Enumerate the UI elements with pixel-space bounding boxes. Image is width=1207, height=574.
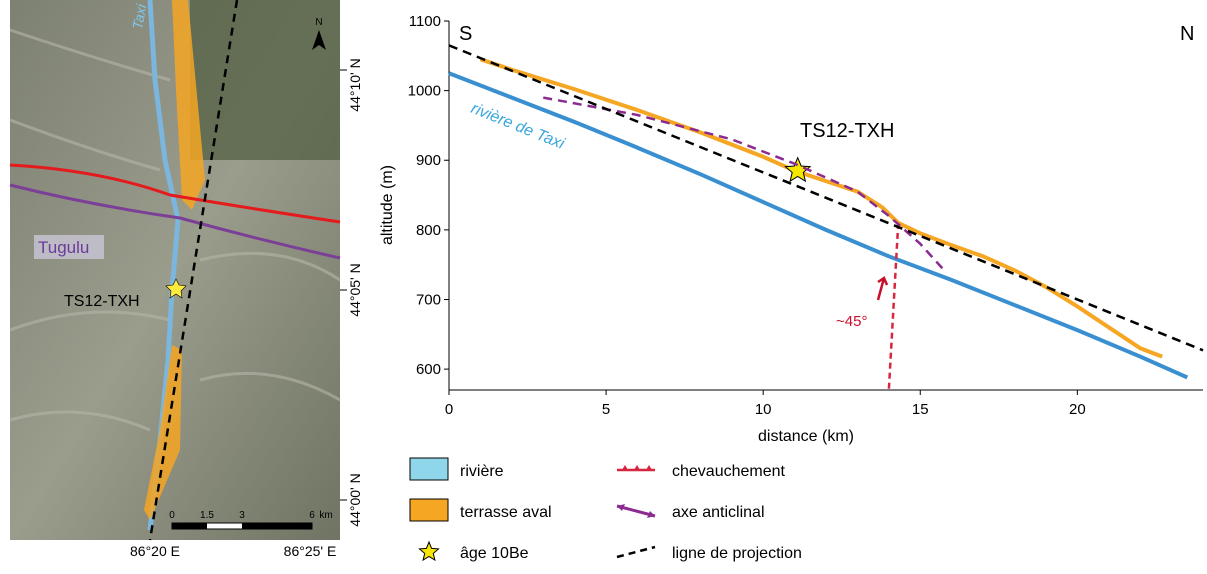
annotation: S xyxy=(459,23,472,45)
legend-label: chevauchement xyxy=(672,463,786,480)
legend-swatch xyxy=(634,465,640,470)
legend-swatch xyxy=(647,511,655,518)
lon-label: 86°20 E xyxy=(130,543,180,559)
legend-swatch xyxy=(418,540,440,562)
fold-label: Tugulu xyxy=(38,238,89,257)
series-line xyxy=(448,44,1204,352)
series-line xyxy=(479,57,1163,359)
series-line xyxy=(448,71,1189,380)
y-tick-label: 600 xyxy=(416,361,441,378)
star-marker xyxy=(784,156,812,183)
legend-label: axe anticlinal xyxy=(672,504,765,521)
scale-label: 6 xyxy=(309,510,315,521)
scale-bar-seg xyxy=(172,523,207,529)
fold-label-bg xyxy=(34,235,104,259)
lon-label: 86°25' E xyxy=(284,543,337,559)
y-tick-label: 1000 xyxy=(408,83,441,100)
fields xyxy=(190,0,340,160)
x-axis-label: distance (km) xyxy=(758,428,854,445)
lat-label: 44°05' N xyxy=(347,263,363,316)
scale-label: km xyxy=(319,510,332,521)
x-tick-label: 10 xyxy=(755,401,772,418)
scale-label: 0 xyxy=(169,510,175,521)
y-tick-label: 700 xyxy=(416,291,441,308)
legend-swatch xyxy=(616,545,656,559)
x-tick-label: 15 xyxy=(912,401,929,418)
annotation: ~45° xyxy=(836,313,867,330)
slip-arrow xyxy=(876,276,889,301)
series-line xyxy=(887,222,900,391)
scale-labels: 0 1.5 3 6 km xyxy=(169,510,332,521)
series-line xyxy=(543,96,947,273)
map-coords: 44°10' N 44°05' N 44°00' N 86°20 E 86°25' E xyxy=(130,58,363,559)
y-tick-label: 1100 xyxy=(409,13,441,30)
legend-label: âge 10Be xyxy=(460,545,529,562)
x-tick-label: 20 xyxy=(1069,401,1086,418)
y-tick-label: 900 xyxy=(416,152,441,169)
ridges xyxy=(9,28,341,432)
scale-label: 1.5 xyxy=(200,510,214,521)
legend-label: terrasse aval xyxy=(460,504,552,521)
legend-swatch xyxy=(622,465,628,470)
scale-bar-seg xyxy=(242,523,312,529)
x-tick-label: 5 xyxy=(602,401,610,418)
y-tick-label: 800 xyxy=(416,222,441,239)
map: Taxi Tugulu TS12-TXH N 0 1.5 3 6 km 44°10' N… xyxy=(9,0,363,559)
annotation: rivière de Taxi xyxy=(469,100,568,153)
lat-label: 44°00' N xyxy=(347,473,363,526)
terrace xyxy=(144,345,182,520)
north-label: N xyxy=(315,17,322,28)
north-arrow xyxy=(312,30,326,50)
y-axis-label: altitude (m) xyxy=(379,165,396,245)
projection-line xyxy=(148,0,239,541)
annotation: N xyxy=(1180,23,1194,45)
site-star xyxy=(165,278,187,299)
terrace xyxy=(172,0,205,210)
legend-swatch xyxy=(617,504,625,511)
legend-swatch xyxy=(409,457,449,481)
profile-chart: 600 700 800 900 1000 1100 0 5 10 15 20 distance (km… xyxy=(379,13,1204,562)
annotation: TS12-TXH xyxy=(800,120,894,142)
site-label: TS12-TXH xyxy=(64,293,140,310)
lat-label: 44°10' N xyxy=(347,58,363,111)
legend-swatch xyxy=(409,498,449,522)
anticline xyxy=(9,183,341,260)
legend-label: ligne de projection xyxy=(672,545,802,562)
legend-swatch xyxy=(646,465,652,470)
thrust xyxy=(9,163,341,224)
legend-label: rivière xyxy=(460,463,504,480)
x-tick-label: 0 xyxy=(445,401,453,418)
scale-label: 3 xyxy=(239,510,245,521)
river-label: Taxi xyxy=(129,2,149,30)
